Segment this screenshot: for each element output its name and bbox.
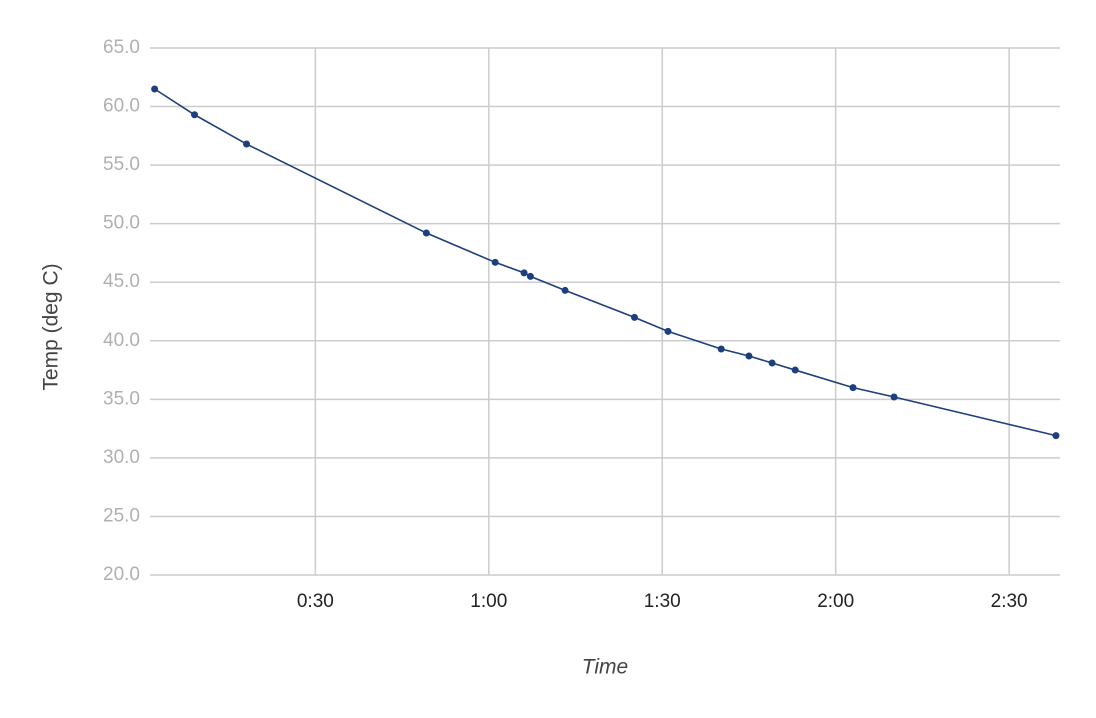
y-tick-label: 55.0 (103, 154, 140, 175)
data-point (1052, 432, 1060, 440)
x-tick-label: 1:00 (470, 591, 507, 612)
x-axis-title: Time (582, 656, 628, 679)
y-tick-label: 45.0 (103, 271, 140, 292)
y-tick-label: 60.0 (103, 96, 140, 117)
x-tick-label: 2:30 (991, 591, 1028, 612)
data-point (243, 140, 251, 148)
data-point (491, 258, 499, 266)
y-tick-label: 35.0 (103, 388, 140, 409)
y-tick-label: 65.0 (103, 37, 140, 58)
x-tick-label: 1:30 (644, 591, 681, 612)
y-axis-title: Temp (deg C) (40, 263, 63, 390)
data-point (849, 384, 857, 392)
data-point (791, 366, 799, 374)
data-point (422, 229, 430, 237)
y-tick-label: 25.0 (103, 505, 140, 526)
x-tick-label: 2:00 (817, 591, 854, 612)
y-tick-label: 50.0 (103, 213, 140, 234)
y-tick-label: 30.0 (103, 447, 140, 468)
data-point (151, 85, 159, 93)
x-tick-label: 0:30 (297, 591, 334, 612)
data-line (154, 88, 1057, 437)
data-point (526, 272, 534, 280)
data-point (630, 313, 638, 321)
data-point (890, 393, 898, 401)
data-point (561, 286, 569, 294)
data-point (745, 352, 753, 360)
y-tick-label: 20.0 (103, 564, 140, 585)
y-tick-label: 40.0 (103, 330, 140, 351)
data-point (191, 111, 199, 119)
data-point (664, 327, 672, 335)
data-point (717, 345, 725, 353)
data-point (520, 269, 528, 277)
data-point (768, 359, 776, 367)
